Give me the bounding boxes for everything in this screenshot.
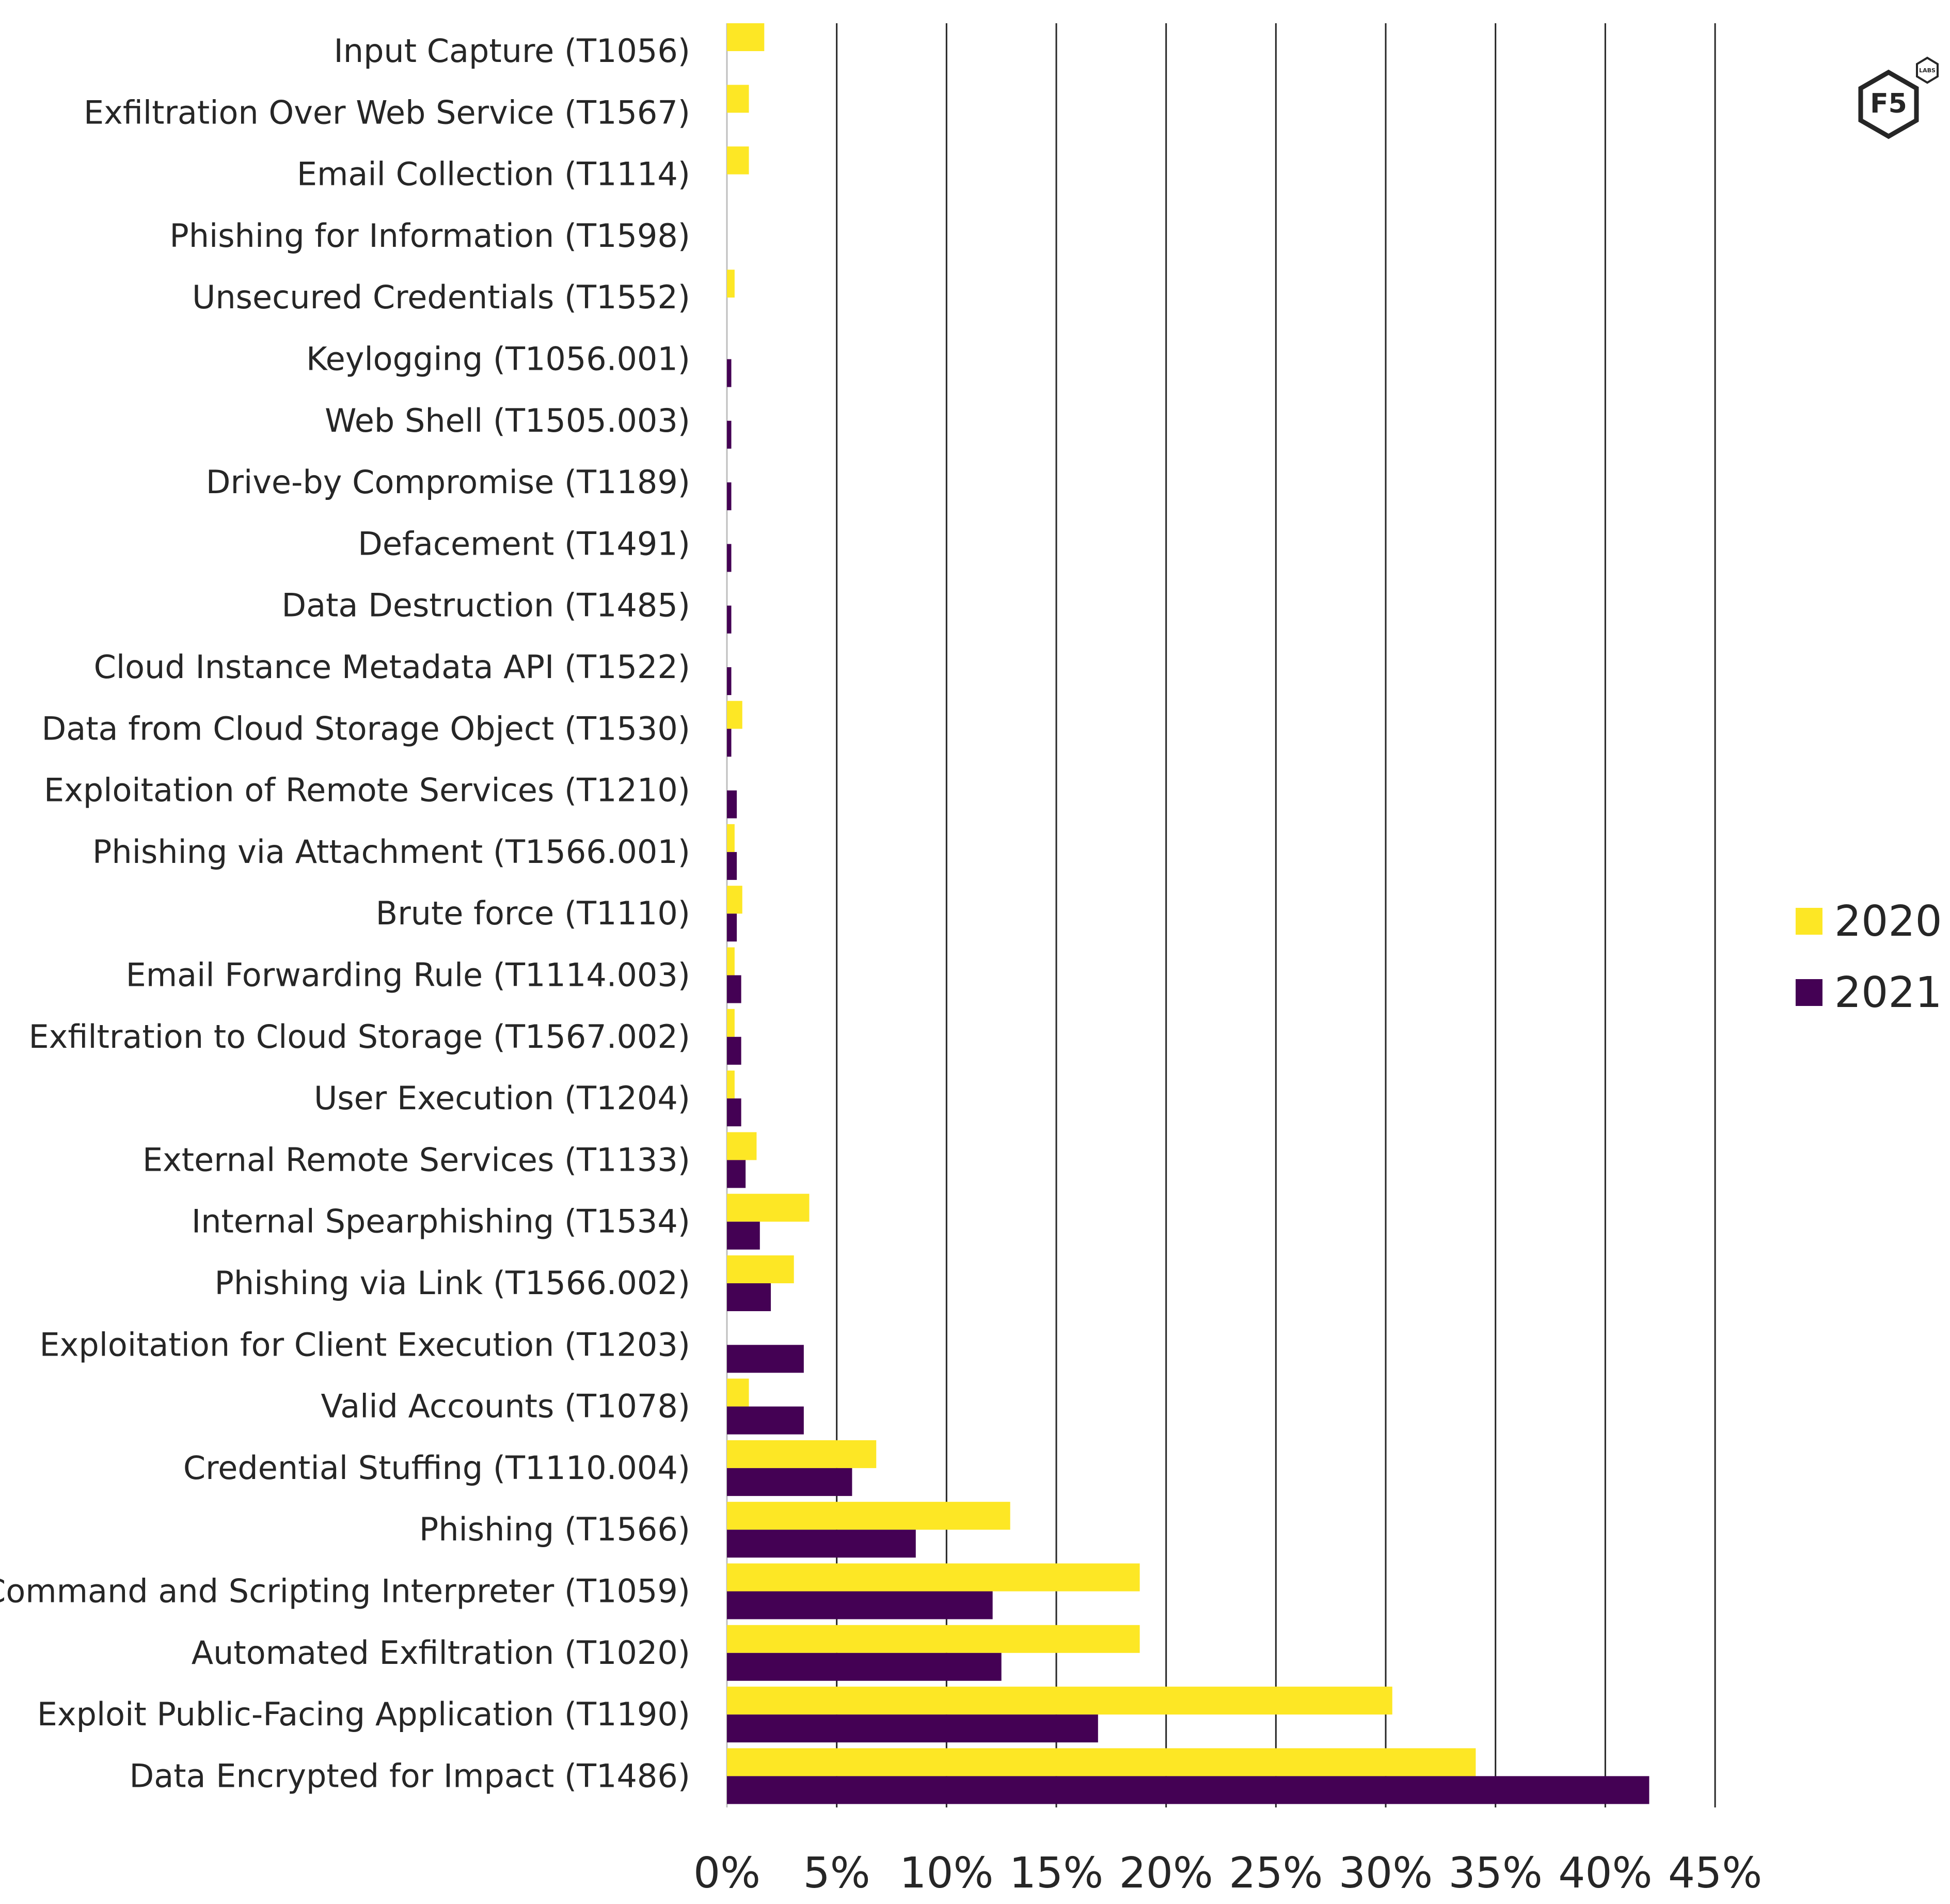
category-label: Email Collection (T1114) [297, 155, 690, 193]
category-label: Exploitation of Remote Services (T1210) [44, 772, 690, 809]
category-label: Exfiltration Over Web Service (T1567) [84, 93, 690, 131]
category-label: Input Capture (T1056) [334, 32, 690, 70]
category-label: Defacement (T1491) [358, 525, 690, 562]
bar-2021 [727, 1221, 760, 1250]
bar-2020 [727, 146, 749, 175]
bar-2021 [727, 914, 737, 942]
category-label: Data Destruction (T1485) [281, 587, 690, 624]
bar-2021 [727, 482, 732, 511]
x-tick-label: 20% [1119, 1849, 1213, 1898]
bar-2021 [727, 1468, 852, 1496]
x-tick-label: 35% [1449, 1849, 1543, 1898]
x-tick-label: 25% [1229, 1849, 1323, 1898]
bar-2020 [727, 886, 742, 914]
bar-2021 [727, 1591, 993, 1619]
bar-2020 [727, 1071, 735, 1099]
category-label: Unsecured Credentials (T1552) [192, 278, 690, 316]
category-label: Cloud Instance Metadata API (T1522) [94, 648, 690, 686]
bar-2020 [727, 947, 735, 975]
category-label: Credential Stuffing (T1110.004) [183, 1449, 690, 1487]
bar-2021 [727, 852, 737, 880]
x-tick-label: 40% [1558, 1849, 1652, 1898]
legend: 2020 2021 [1796, 897, 1942, 1017]
bar-2021 [727, 1345, 804, 1373]
category-label: Phishing via Link (T1566.002) [215, 1264, 690, 1302]
category-label: Phishing (T1566) [419, 1510, 690, 1548]
logo-sub-text: LABS [1919, 67, 1936, 74]
bar-2021 [727, 1098, 741, 1127]
bar-2020 [727, 1748, 1476, 1776]
bar-2020 [727, 1625, 1140, 1653]
category-labels: Input Capture (T1056) Exfiltration Over W… [0, 32, 690, 1795]
bar-2020 [727, 701, 742, 729]
category-label: User Execution (T1204) [314, 1079, 690, 1117]
x-tick-labels: 0% 5% 10% 15% 20% 25% 30% 35% 40% 45% [693, 1849, 1762, 1898]
category-label: Data Encrypted for Impact (T1486) [130, 1757, 690, 1795]
f5-labs-logo-icon: F5 LABS [1858, 56, 1939, 139]
bar-2021 [727, 1653, 1002, 1681]
bar-2021 [727, 1036, 741, 1065]
bar-2021 [727, 667, 732, 695]
legend-swatch-2020 [1796, 908, 1822, 935]
category-label: Exfiltration to Cloud Storage (T1567.002… [28, 1018, 690, 1056]
category-label: Internal Spearphishing (T1534) [192, 1203, 690, 1240]
category-label: Automated Exfiltration (T1020) [192, 1634, 690, 1672]
bar-2020 [727, 1687, 1392, 1715]
x-tick-label: 45% [1668, 1849, 1762, 1898]
category-label: External Remote Services (T1133) [142, 1141, 690, 1178]
category-label: Brute force (T1110) [376, 894, 690, 932]
bar-2021 [727, 729, 732, 757]
bar-2020 [727, 1440, 877, 1468]
bar-2020 [727, 85, 749, 113]
bar-2021 [727, 790, 737, 819]
bar-2021 [727, 1776, 1650, 1804]
bar-2020 [727, 824, 735, 852]
x-tick-label: 15% [1009, 1849, 1103, 1898]
bar-2020 [727, 1378, 749, 1407]
category-label: Exploit Public-Facing Application (T1190… [37, 1695, 690, 1733]
category-label: Phishing for Information (T1598) [169, 217, 690, 255]
category-label: Email Forwarding Rule (T1114.003) [126, 956, 690, 994]
legend-swatch-2021 [1796, 979, 1822, 1006]
x-tick-label: 10% [899, 1849, 993, 1898]
bar-2021 [727, 1406, 804, 1435]
bar-2020 [727, 1193, 810, 1222]
bar-2020 [727, 1563, 1140, 1592]
bar-2020 [727, 1255, 794, 1283]
bar-2020 [727, 1502, 1010, 1530]
legend-label-2021: 2021 [1834, 968, 1942, 1017]
bar-2021 [727, 1283, 771, 1311]
category-label: Keylogging (T1056.001) [306, 340, 690, 378]
category-label: Valid Accounts (T1078) [321, 1388, 690, 1425]
bar-2021 [727, 1160, 746, 1188]
bar-2020 [727, 1132, 757, 1160]
category-label: Data from Cloud Storage Object (T1530) [42, 710, 691, 747]
legend-label-2020: 2020 [1834, 897, 1942, 946]
bars [727, 23, 1650, 1804]
bar-2021 [727, 420, 732, 449]
x-tick-label: 0% [693, 1849, 760, 1898]
x-tick-label: 5% [803, 1849, 870, 1898]
bar-2021 [727, 605, 732, 634]
category-label: Phishing via Attachment (T1566.001) [92, 833, 690, 871]
logo-main-text: F5 [1870, 88, 1907, 119]
category-label: Command and Scripting Interpreter (T1059… [0, 1572, 690, 1610]
bar-2021 [727, 1530, 916, 1558]
category-label: Drive-by Compromise (T1189) [206, 463, 690, 501]
bar-2021 [727, 544, 732, 572]
bar-2021 [727, 1714, 1098, 1743]
bar-2020 [727, 1009, 735, 1037]
bar-2021 [727, 975, 741, 1003]
bar-2020 [727, 270, 735, 298]
category-label: Exploitation for Client Execution (T1203… [39, 1326, 690, 1363]
x-tick-label: 30% [1339, 1849, 1433, 1898]
bar-2020 [727, 23, 765, 51]
category-label: Web Shell (T1505.003) [325, 402, 690, 439]
bar-2021 [727, 359, 732, 387]
